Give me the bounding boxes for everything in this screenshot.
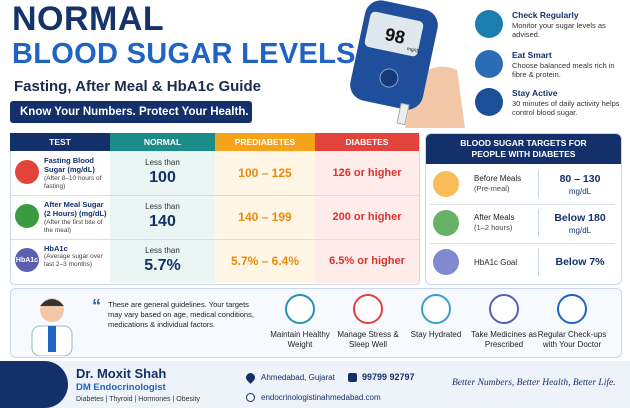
target-icon	[433, 249, 459, 275]
habit-label: Stay Hydrated	[410, 330, 462, 339]
habit-icon	[353, 294, 383, 324]
habit-label: Maintain Healthy Weight	[270, 330, 330, 349]
table-header: PREDIABETES	[215, 133, 315, 151]
normal-value: 100	[149, 169, 176, 186]
tip-text: 30 minutes of daily activity helps contr…	[512, 99, 620, 117]
tip-icon	[475, 88, 503, 116]
doctor-name: Dr. Moxit Shah	[76, 366, 167, 381]
target-divider	[538, 248, 539, 276]
phone-icon	[348, 373, 357, 382]
quote-mark: “	[92, 296, 101, 316]
footer	[0, 361, 630, 408]
tip-title: Eat Smart	[512, 50, 552, 60]
target-icon	[433, 210, 459, 236]
test-name: Fasting Blood Sugar (mg/dL)	[44, 156, 95, 174]
row-divider	[10, 195, 419, 196]
target-sub: (Pre-meal)	[474, 184, 510, 193]
meter-reading: 98	[383, 24, 407, 48]
target-label: Before Meals	[474, 174, 522, 183]
doctor-illustration	[31, 298, 73, 356]
tip-icon	[475, 10, 503, 38]
web-icon	[246, 393, 255, 402]
tip-title: Stay Active	[512, 88, 558, 98]
target-value: 80 – 130	[559, 173, 601, 185]
test-note: (After the first bite of the meal)	[44, 219, 103, 234]
target-divider	[538, 209, 539, 237]
test-name: HbA1c	[44, 244, 68, 253]
target-label: HbA1c Goal	[474, 258, 518, 267]
normal-prefix: Less than	[145, 158, 180, 167]
prediabetes-column	[215, 151, 315, 283]
doctor-title: DM Endocrinologist	[76, 382, 166, 393]
normal-value: 5.7%	[144, 257, 181, 274]
table-header: TEST	[10, 133, 110, 151]
phone: 99799 92797	[362, 372, 415, 382]
targets-title: BLOOD SUGAR TARGETS FOR PEOPLE WITH DIAB…	[426, 134, 621, 164]
row-divider	[430, 204, 615, 205]
website: endocrinologistinahmedabad.com	[261, 393, 381, 402]
normal-column	[110, 151, 215, 283]
target-unit: mg/dL	[568, 187, 592, 196]
target-value: Below 180	[554, 212, 606, 224]
meter-unit: mg/dL	[406, 46, 421, 55]
subtitle: Fasting, After Meal & HbA1c Guide	[14, 78, 261, 95]
habit-label: Manage Stress & Sleep Well	[337, 330, 399, 349]
guideline-note: These are general guidelines. Your targe…	[108, 300, 254, 329]
title: BLOOD SUGAR LEVELS	[12, 38, 356, 70]
target-icon	[433, 171, 459, 197]
habit-label: Take Medicines as Prescribed	[471, 330, 537, 349]
row-divider	[430, 243, 615, 244]
prediabetes-value: 5.7% – 6.4%	[230, 254, 300, 268]
normal-prefix: Less than	[145, 202, 180, 211]
test-note: (Average sugar over last 2–3 months)	[44, 253, 103, 268]
normal-prefix: Less than	[145, 246, 180, 255]
tagline: Know Your Numbers. Protect Your Health.	[10, 101, 252, 123]
location: Ahmedabad, Gujarat	[261, 373, 335, 382]
habit-icon	[421, 294, 451, 324]
title: NORMAL	[12, 0, 165, 38]
guidelines-box	[10, 288, 622, 358]
habit-icon	[489, 294, 519, 324]
diabetes-value: 126 or higher	[332, 167, 402, 179]
test-name: After Meal Sugar (2 Hours) (mg/dL)	[44, 200, 107, 218]
diabetes-value: 200 or higher	[332, 211, 402, 223]
target-divider	[538, 170, 539, 198]
tip-icon	[475, 50, 503, 78]
test-icon	[15, 160, 39, 184]
test-icon	[15, 204, 39, 228]
tip-text: Monitor your sugar levels as advised.	[512, 21, 606, 39]
target-value: Below 7%	[555, 256, 605, 268]
table-header: DIABETES	[315, 133, 419, 151]
logo-block	[0, 361, 68, 408]
diabetes-column	[315, 151, 419, 283]
table-header: NORMAL	[110, 133, 215, 151]
prediabetes-value: 140 – 199	[238, 210, 292, 224]
meter-illustration: 98 mg/dL	[350, 0, 465, 128]
test-note: (After 8–10 hours of fasting)	[44, 175, 102, 190]
habit-icon	[557, 294, 587, 324]
slogan: Better Numbers, Better Health, Better Li…	[452, 378, 616, 388]
specialties: Diabetes | Thyroid | Hormones | Obesity	[76, 396, 200, 403]
test-icon: HbA1c	[15, 248, 39, 272]
target-label: After Meals	[474, 213, 515, 222]
target-sub: (1–2 hours)	[474, 223, 513, 232]
targets-box: BLOOD SUGAR TARGETS FOR PEOPLE WITH DIAB…	[425, 133, 622, 285]
habit-label: Regular Check-ups with Your Doctor	[537, 330, 607, 349]
row-divider	[10, 239, 419, 240]
habit-icon	[285, 294, 315, 324]
tip-text: Choose balanced meals rich in fibre & pr…	[512, 61, 615, 79]
target-unit: mg/dL	[568, 226, 592, 235]
tip-title: Check Regularly	[512, 10, 579, 20]
prediabetes-value: 100 – 125	[238, 166, 292, 180]
normal-value: 140	[149, 213, 176, 230]
diabetes-value: 6.5% or higher	[329, 255, 405, 267]
